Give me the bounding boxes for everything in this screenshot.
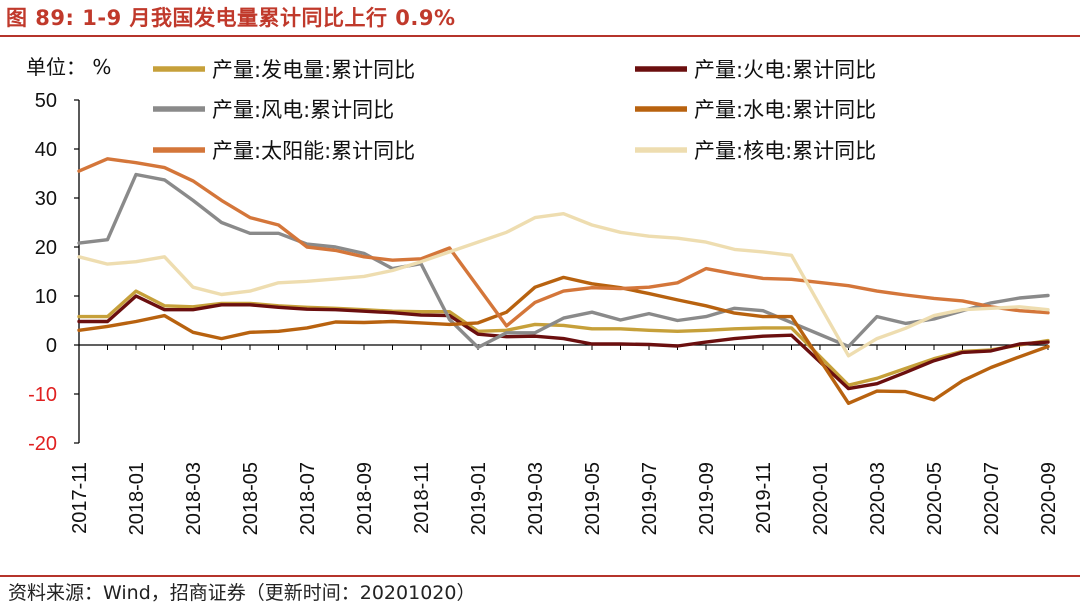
- chart-series: [77, 157, 1050, 405]
- legend-label: 产量:发电量:累计同比: [212, 58, 415, 82]
- figure-title: 图 89: 1-9 月我国发电量累计同比上行 0.9%: [6, 6, 456, 30]
- x-tick-label: 2019-07: [639, 462, 661, 535]
- y-tick-label: 40: [35, 139, 57, 161]
- x-tick-label: 2018-09: [354, 462, 376, 535]
- x-tick-label: 2019-11: [753, 462, 775, 534]
- series-line: [77, 212, 1050, 358]
- x-tick-label: 2019-09: [696, 462, 718, 535]
- x-tick-label: 2020-07: [981, 462, 1003, 535]
- legend-label: 产量:火电:累计同比: [694, 58, 876, 82]
- y-tick-label: 50: [35, 90, 57, 112]
- y-tick-label: 0: [46, 335, 57, 357]
- title-rule: [0, 35, 1080, 37]
- legend-label: 产量:水电:累计同比: [694, 98, 876, 122]
- x-tick-label: 2020-09: [1038, 462, 1060, 535]
- series-line: [77, 294, 1050, 391]
- x-tick-label: 2018-05: [240, 462, 262, 535]
- source-note: 资料来源：Wind，招商证券（更新时间：20201020）: [8, 582, 476, 604]
- x-tick-label: 2020-03: [867, 462, 889, 535]
- legend-label: 产量:太阳能:累计同比: [212, 139, 415, 163]
- legend-label: 产量:核电:累计同比: [694, 139, 876, 163]
- x-tick-label: 2018-01: [126, 462, 148, 535]
- y-tick-label: -20: [28, 433, 57, 455]
- chart-axes: -20 -10 0 10 20 30 40 50 2017-11 2018-01 2018-03 20…: [28, 90, 1060, 535]
- series-line: [77, 157, 1050, 328]
- x-tick-label: 2019-03: [525, 462, 547, 535]
- x-tick-label: 2019-05: [582, 462, 604, 535]
- x-tick-label: 2019-01: [468, 462, 490, 535]
- legend-label: 产量:风电:累计同比: [212, 98, 394, 122]
- series-line: [77, 172, 1050, 350]
- x-tick-label: 2017-11: [69, 462, 91, 534]
- source-rule: [0, 575, 1080, 577]
- y-tick-label: -10: [28, 384, 57, 406]
- y-tick-label: 10: [35, 286, 57, 308]
- x-tick-label: 2018-07: [297, 462, 319, 535]
- x-tick-label: 2018-11: [411, 462, 433, 534]
- x-tick-label: 2020-05: [924, 462, 946, 535]
- x-tick-label: 2020-01: [810, 462, 832, 535]
- y-tick-label: 30: [35, 188, 57, 210]
- x-tick-label: 2018-03: [183, 462, 205, 535]
- series-line: [77, 275, 1050, 405]
- y-tick-label: 20: [35, 237, 57, 259]
- unit-label: 单位： %: [26, 55, 111, 79]
